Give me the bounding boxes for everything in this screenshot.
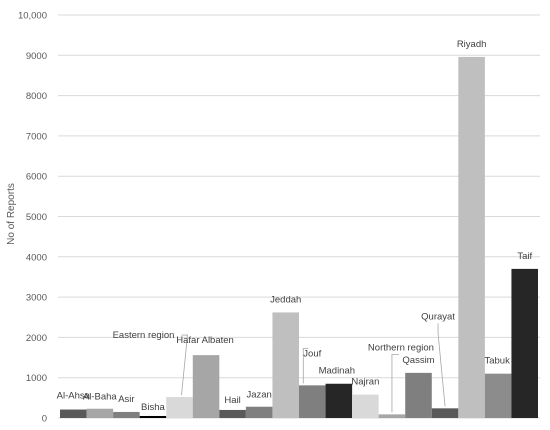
- category-label: Jouf: [303, 348, 321, 359]
- bar-al-ahsa: [60, 409, 87, 418]
- category-label: Hafar Albaten: [176, 335, 234, 346]
- bar-madinah: [325, 383, 353, 418]
- y-axis-title: No of Reports: [6, 183, 17, 245]
- y-tick-label: 0: [42, 414, 47, 425]
- category-label: Bisha: [141, 402, 165, 413]
- bar-al-baha: [86, 408, 114, 418]
- category-label: Najran: [351, 377, 379, 388]
- bar-hail: [219, 409, 246, 418]
- category-label: Al-Ahsa: [57, 391, 91, 402]
- bar-eastern-region: [166, 397, 193, 418]
- leader-line: [437, 323, 446, 407]
- y-tick-label: 1000: [26, 373, 47, 384]
- label-leader-lines: [181, 323, 446, 413]
- bar-northern-region: [378, 414, 406, 418]
- category-label: Qurayat: [421, 311, 455, 322]
- bars: [60, 56, 538, 419]
- bar-najran: [352, 394, 379, 418]
- y-axis-ticks: 0 1000 2000 3000 4000 5000 6000 7000 8000 9000 10,…: [18, 11, 47, 425]
- bar-jeddah: [272, 312, 299, 418]
- category-label: Qassim: [402, 355, 434, 366]
- bar-qurayat: [431, 408, 459, 418]
- bar-taif: [511, 268, 538, 418]
- gridlines: [58, 14, 540, 419]
- y-tick-label: 5000: [26, 212, 47, 223]
- bar-bisha: [139, 415, 167, 418]
- y-tick-label: 2000: [26, 333, 47, 344]
- category-label: Taif: [517, 251, 532, 262]
- bar-hafar-albaten: [192, 355, 220, 418]
- y-tick-label: 3000: [26, 293, 47, 304]
- category-label: Jeddah: [270, 294, 301, 305]
- y-tick-label: 8000: [26, 91, 47, 102]
- category-label: Al-Baha: [83, 392, 118, 403]
- category-label: Hail: [224, 395, 240, 406]
- category-label: Tabuk: [484, 356, 510, 367]
- bar-jouf: [299, 385, 326, 418]
- y-tick-label: 4000: [26, 252, 47, 263]
- category-label: Jazan: [246, 390, 271, 401]
- bar-tabuk: [484, 373, 512, 418]
- y-tick-label: 7000: [26, 131, 47, 142]
- category-label: Madinah: [319, 366, 355, 377]
- category-label: Riyadh: [457, 39, 487, 50]
- bar-qassim: [405, 372, 432, 418]
- leader-line: [391, 353, 399, 413]
- leader-line: [181, 334, 188, 396]
- y-tick-label: 6000: [26, 172, 47, 183]
- bar-riyadh: [458, 56, 485, 419]
- category-label: Eastern region: [113, 330, 175, 341]
- category-label: Northern region: [368, 342, 434, 353]
- bar-jazan: [245, 406, 273, 418]
- y-tick-label: 9000: [26, 51, 47, 62]
- bar-asir: [113, 411, 140, 418]
- y-tick-label: 10,000: [18, 11, 47, 22]
- category-label: Asir: [118, 394, 134, 405]
- leader-line: [302, 347, 309, 384]
